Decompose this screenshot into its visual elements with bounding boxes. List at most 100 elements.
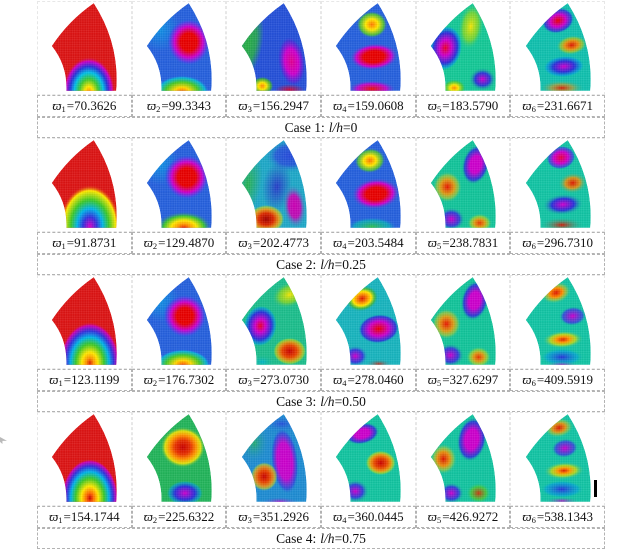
mode-shape-cell: [226, 138, 322, 232]
frequency-value: 123.1199: [71, 372, 120, 387]
mode-shape-cell: [415, 412, 511, 506]
mode-shape-cell: [321, 1, 416, 95]
mode-shape-contour-plot: [146, 414, 212, 502]
frequency-label-cell: ϖ 3 = 202.4773: [226, 232, 322, 254]
frequency-subscript: 5: [436, 240, 442, 251]
frequency-label-cell: ϖ 2 = 176.7302: [131, 369, 227, 391]
frequency-value: 231.6671: [544, 98, 593, 113]
frequency-value: 203.5484: [354, 235, 404, 250]
mode-shape-contour-plot: [525, 414, 591, 502]
ratio-symbol: l/h: [328, 119, 343, 135]
frequency-subscript: 5: [436, 377, 442, 388]
case-label: Case 2: l/h = 0.25: [37, 254, 605, 275]
equals-sign: =: [252, 509, 261, 524]
equals-sign: =: [334, 256, 343, 272]
frequency-symbol: ϖ: [427, 98, 437, 113]
equals-sign: =: [158, 509, 166, 524]
equals-sign: =: [442, 98, 450, 113]
case-block-3: ϖ 1 = 123.1199 ϖ 2 = 176.7302 ϖ 3 = 273.0730 ϖ 4 = 278.…: [37, 275, 606, 412]
mode-shape-contour-plot: [430, 3, 496, 91]
frequency-symbol: ϖ: [522, 509, 532, 524]
frequency-symbol: ϖ: [52, 235, 62, 250]
ratio-symbol: l/h: [320, 256, 335, 272]
equals-sign: =: [442, 235, 450, 250]
frequency-subscript: 4: [342, 377, 347, 388]
frequency-subscript: 4: [342, 103, 347, 114]
frequency-value: 238.7831: [449, 235, 499, 250]
mode-shape-contour-plot: [430, 277, 496, 365]
frequency-label-cell: ϖ 5 = 327.6297: [415, 369, 511, 391]
frequency-subscript: 3: [247, 514, 252, 525]
mode-shape-cell: [37, 275, 132, 369]
mode-shape-cell: [226, 275, 322, 369]
mode-shape-contour-plot: [146, 3, 212, 91]
mode-shape-cell: [226, 412, 322, 506]
equals-sign: =: [66, 98, 75, 113]
frequency-symbol: ϖ: [522, 235, 532, 250]
frequency-label-cell: ϖ 4 = 278.0460: [321, 369, 416, 391]
frequency-symbol: ϖ: [333, 372, 343, 387]
equals-sign: =: [347, 509, 355, 524]
frequency-symbol: ϖ: [427, 235, 437, 250]
frequency-subscript: 1: [61, 103, 66, 114]
ratio-value: 0.25: [342, 256, 366, 272]
frequency-subscript: 2: [152, 377, 158, 388]
mode-shape-cell: [226, 1, 322, 95]
mode-shape-cell: [37, 138, 132, 232]
frequency-label-cell: ϖ 2 = 99.3343: [131, 95, 227, 117]
case-label: Case 1: l/h = 0: [37, 117, 605, 138]
frequency-label-cell: ϖ 4 = 159.0608: [321, 95, 416, 117]
frequency-subscript: 1: [61, 240, 66, 251]
frequency-symbol: ϖ: [49, 372, 59, 387]
frequency-value: 273.0730: [260, 372, 309, 387]
equals-sign: =: [252, 372, 261, 387]
equals-sign: =: [158, 372, 166, 387]
mode-shape-contour-plot: [241, 277, 307, 365]
frequency-subscript: 1: [58, 377, 63, 388]
mode-shape-contour-plot: [525, 277, 591, 365]
frequency-value: 176.7302: [165, 372, 215, 387]
frequency-label-cell: ϖ 2 = 225.6322: [131, 506, 227, 528]
mode-shape-contour-plot: [146, 277, 212, 365]
frequency-subscript: 5: [436, 103, 442, 114]
mode-shape-cell: [510, 275, 606, 369]
frequency-symbol: ϖ: [238, 372, 248, 387]
frequency-label-cell: ϖ 1 = 70.3626: [37, 95, 132, 117]
mode-shape-cell: [510, 1, 606, 95]
mode-shape-cell: [415, 275, 511, 369]
case-name: Case 4:: [276, 530, 317, 546]
mode-shape-cell: [415, 138, 511, 232]
frequency-label-cell: ϖ 1 = 91.8731: [37, 232, 132, 254]
mode-shape-cell: [131, 1, 227, 95]
equals-sign: =: [442, 509, 450, 524]
mode-shape-cell: [510, 138, 606, 232]
frequency-subscript: 2: [156, 103, 161, 114]
frequency-subscript: 6: [531, 514, 536, 525]
mode-shape-cell: [510, 412, 606, 506]
frequency-label-row: ϖ 1 = 70.3626 ϖ 2 = 99.3343 ϖ 3 = 156.2947 ϖ 4 = 159.06…: [37, 95, 606, 117]
frequency-label-cell: ϖ 6 = 538.1343: [510, 506, 606, 528]
frequency-label-cell: ϖ 5 = 426.9272: [415, 506, 511, 528]
equals-sign: =: [347, 98, 355, 113]
case-label: Case 3: l/h = 0.50: [37, 391, 605, 412]
case-name: Case 2:: [276, 256, 317, 272]
mode-shape-contour-plot: [336, 277, 402, 365]
text-cursor-artifact: [594, 480, 597, 497]
frequency-symbol: ϖ: [238, 509, 248, 524]
mode-shape-cell: [321, 138, 416, 232]
mode-shape-contour-plot: [52, 277, 118, 365]
mode-shape-contour-plot: [336, 140, 402, 228]
frequency-label-cell: ϖ 6 = 231.6671: [510, 95, 606, 117]
mode-shape-cell: [321, 412, 416, 506]
mode-shape-contour-plot: [146, 140, 212, 228]
frequency-value: 327.6297: [449, 372, 499, 387]
stray-cursor-artifact: [0, 437, 7, 444]
equals-sign: =: [63, 509, 71, 524]
frequency-value: 70.3626: [74, 98, 117, 113]
mode-shape-contour-plot: [52, 3, 118, 91]
equals-sign: =: [252, 235, 261, 250]
frequency-label-cell: ϖ 2 = 129.4870: [131, 232, 227, 254]
mode-shape-row: [37, 275, 606, 369]
frequency-value: 278.0460: [354, 372, 404, 387]
frequency-symbol: ϖ: [522, 98, 532, 113]
